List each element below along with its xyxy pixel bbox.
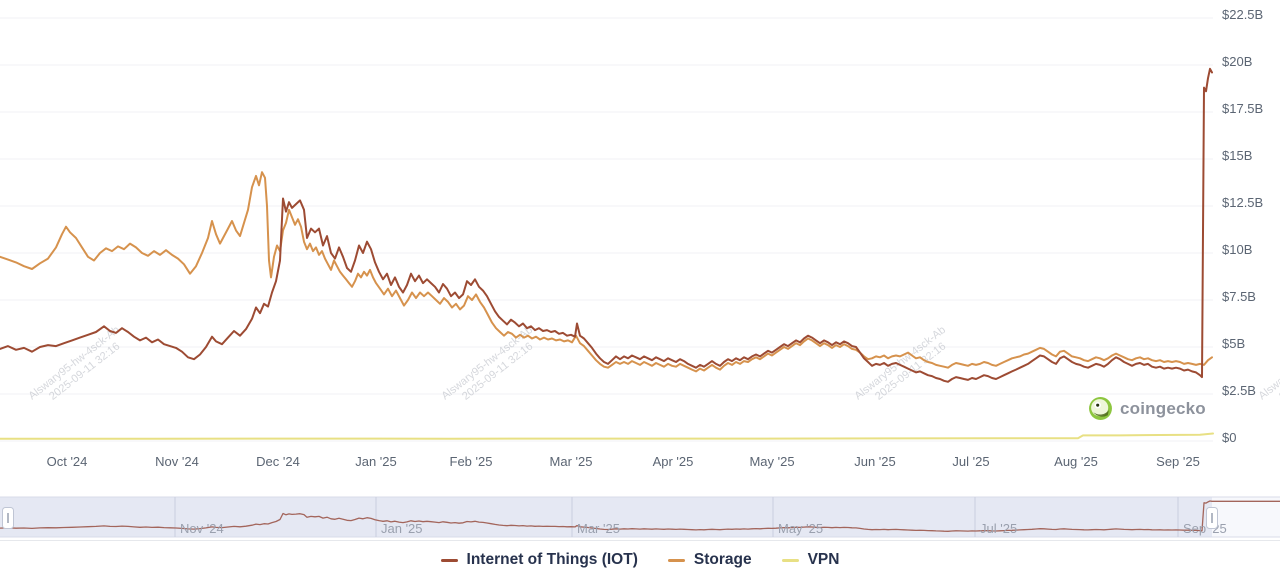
- watermark-text: Alswary95-hw-4sck-Ab2025-09-11 32:16: [1256, 324, 1280, 413]
- y-axis-label: $2.5B: [1222, 383, 1256, 398]
- series-lines: [0, 0, 1214, 445]
- y-axis-label: $17.5B: [1222, 101, 1263, 116]
- x-axis-label: Mar '25: [550, 454, 593, 469]
- x-axis-label: Jan '25: [355, 454, 397, 469]
- navigator-month-label: Sep '25: [1183, 521, 1227, 536]
- y-axis-label: $20B: [1222, 54, 1252, 69]
- y-axis-label: $12.5B: [1222, 195, 1263, 210]
- navigator-unselected-range[interactable]: [1212, 497, 1280, 537]
- x-axis-label: Apr '25: [653, 454, 694, 469]
- y-axis-label: $0: [1222, 430, 1236, 445]
- x-axis-label: Dec '24: [256, 454, 300, 469]
- navigator[interactable]: Nov '24 Jan '25 Mar '25 May '25 Jul '25 Sep '…: [0, 496, 1280, 538]
- legend-label: Storage: [693, 551, 752, 568]
- y-axis-labels: $0 $2.5B $5B $7.5B $10B $12.5B $15B $17.5B $20B $…: [1222, 7, 1263, 445]
- coingecko-wordmark: coingecko: [1120, 398, 1206, 418]
- market-cap-chart[interactable]: Alswary95-hw-4sck-Ab2025-09-11 32:16Alsw…: [0, 0, 1280, 540]
- x-axis-labels: Oct '24 Nov '24 Dec '24 Jan '25 Feb '25 Mar '…: [47, 454, 1200, 469]
- legend-item-storage[interactable]: Storage: [667, 551, 752, 569]
- x-axis-label: Aug '25: [1054, 454, 1098, 469]
- y-axis-label: $5B: [1222, 336, 1245, 351]
- storage-series-line: [0, 171, 1213, 373]
- legend-dash-icon: [667, 558, 685, 562]
- navigator-month-label: May '25: [778, 521, 823, 536]
- x-axis-label: Oct '24: [47, 454, 88, 469]
- vpn-series-line: [0, 432, 1214, 440]
- x-axis-label: Jul '25: [952, 454, 989, 469]
- legend-dash-icon: [440, 558, 458, 562]
- legend-item-vpn[interactable]: VPN: [781, 551, 840, 569]
- legend-dash-icon: [781, 558, 799, 562]
- chart-legend: Internet of Things (IOT) Storage VPN: [0, 540, 1280, 579]
- navigator-month-label: Nov '24: [180, 521, 224, 536]
- navigator-month-label: Jan '25: [381, 521, 423, 536]
- legend-label: VPN: [807, 551, 840, 568]
- coingecko-gecko-icon: [1089, 397, 1112, 420]
- x-axis-label: Feb '25: [450, 454, 493, 469]
- gridlines: [0, 17, 1213, 442]
- legend-label: Internet of Things (IOT): [466, 551, 638, 568]
- coingecko-branding: coingecko: [1088, 396, 1206, 421]
- y-axis-label: $10B: [1222, 242, 1252, 257]
- y-axis-label: $7.5B: [1222, 289, 1256, 304]
- x-axis-label: Sep '25: [1156, 454, 1200, 469]
- x-axis-label: May '25: [749, 454, 794, 469]
- legend-item-iot[interactable]: Internet of Things (IOT): [440, 551, 638, 569]
- navigator-month-label: Mar '25: [577, 521, 620, 536]
- x-axis-label: Nov '24: [155, 454, 199, 469]
- y-axis-label: $15B: [1222, 148, 1252, 163]
- navigator-month-label: Jul '25: [980, 521, 1017, 536]
- iot-series-line: [0, 67, 1213, 383]
- y-axis-label: $22.5B: [1222, 7, 1263, 22]
- x-axis-label: Jun '25: [854, 454, 896, 469]
- navigator-series-line: [0, 500, 1280, 532]
- plot-area[interactable]: [0, 0, 1213, 445]
